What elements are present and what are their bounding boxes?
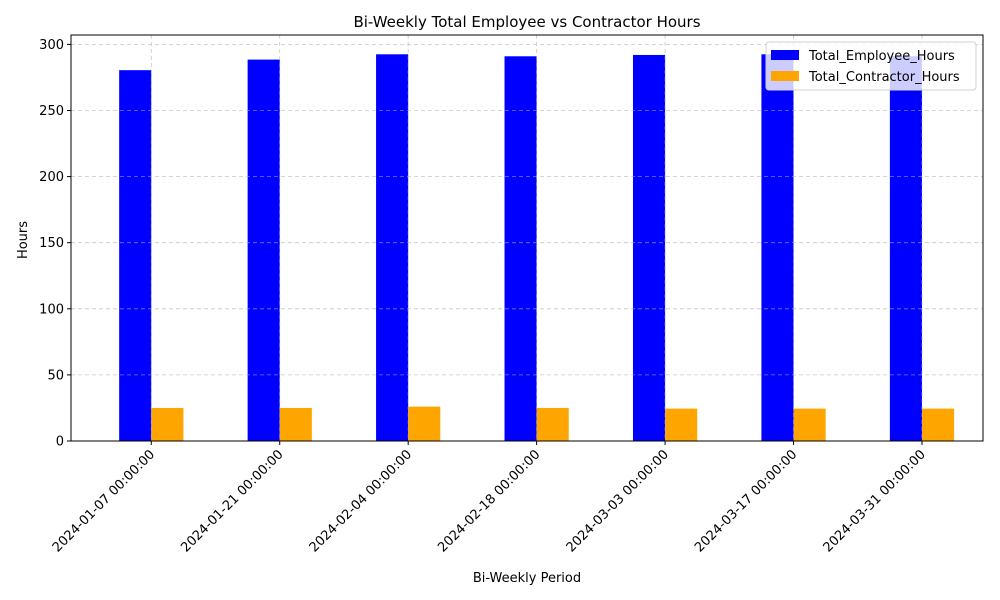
- x-tick-label-6: 2024-03-31 00:00:00: [821, 447, 929, 555]
- plot-frame: [70, 34, 984, 442]
- bar-total-contractor-hours-0: [151, 407, 184, 441]
- legend-box: [765, 41, 977, 91]
- y-axis-label: Hours: [16, 221, 31, 259]
- bar-total-employee-hours-0: [119, 70, 152, 442]
- x-ticks: 2024-01-07 00:00:00 2024-01-21 00:00:00 20…: [50, 441, 929, 555]
- bar-total-contractor-hours-2: [408, 406, 441, 441]
- x-tick-label-0: 2024-01-07 00:00:00: [50, 447, 158, 555]
- bar-total-employee-hours-3: [504, 56, 537, 442]
- y-tick-label-2: 100: [39, 302, 64, 317]
- legend: Total_Employee_Hours Total_Contractor_Hou…: [765, 41, 977, 91]
- legend-label-0: Total_Employee_Hours: [808, 49, 955, 64]
- y-tick-label-3: 150: [39, 236, 64, 251]
- bars: [119, 54, 955, 442]
- axes: [70, 34, 984, 442]
- bar-total-employee-hours-1: [247, 59, 280, 442]
- bar-total-employee-hours-4: [632, 54, 666, 441]
- bar-total-contractor-hours-1: [279, 407, 312, 441]
- legend-label-1: Total_Contractor_Hours: [808, 70, 960, 85]
- y-tick-label-6: 300: [39, 38, 64, 53]
- y-tick-label-0: 0: [56, 435, 64, 450]
- bar-total-employee-hours-5: [761, 54, 794, 442]
- bar-total-contractor-hours-6: [921, 408, 955, 441]
- bar-total-contractor-hours-3: [536, 407, 569, 441]
- chart-title: Bi-Weekly Total Employee vs Contractor H…: [353, 13, 700, 31]
- x-tick-label-1: 2024-01-21 00:00:00: [178, 447, 286, 555]
- y-tick-label-5: 250: [39, 104, 64, 119]
- x-axis-label: Bi-Weekly Period: [473, 571, 581, 586]
- legend-swatch-1: [771, 71, 799, 81]
- y-ticks: 0 50 100 150 200 250 300: [39, 38, 71, 450]
- x-tick-label-2: 2024-02-04 00:00:00: [307, 447, 415, 555]
- x-tick-label-5: 2024-03-17 00:00:00: [692, 447, 800, 555]
- bar-total-contractor-hours-5: [793, 408, 826, 441]
- legend-swatch-0: [771, 50, 799, 60]
- y-tick-label-4: 200: [39, 170, 64, 185]
- bar-total-employee-hours-6: [889, 56, 922, 442]
- x-tick-label-3: 2024-02-18 00:00:00: [435, 447, 543, 555]
- bar-total-contractor-hours-4: [665, 408, 698, 441]
- y-tick-label-1: 50: [47, 368, 64, 383]
- bar-total-employee-hours-2: [376, 54, 409, 442]
- x-tick-label-4: 2024-03-03 00:00:00: [564, 447, 672, 555]
